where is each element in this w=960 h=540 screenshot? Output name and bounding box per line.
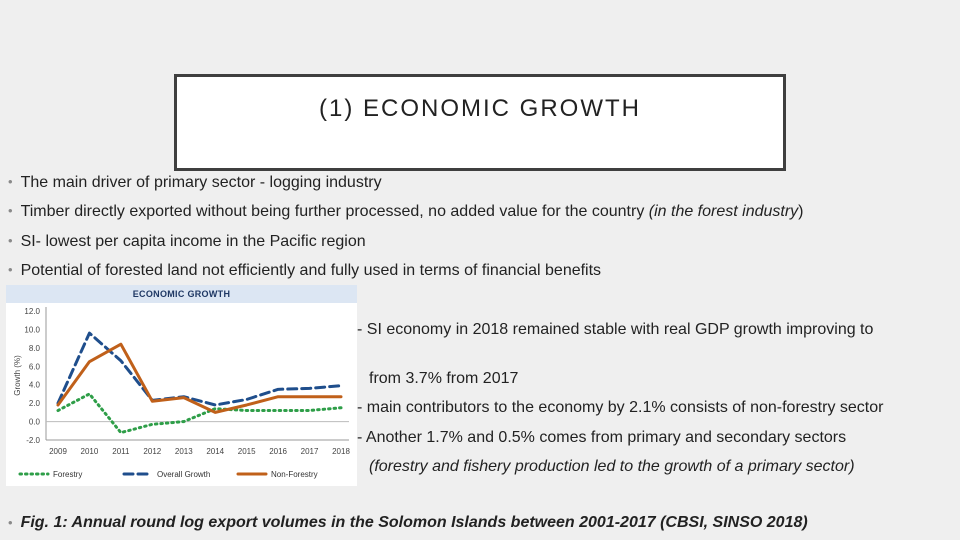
x-tick-label: 2016 — [269, 447, 287, 456]
legend-label: Overall Growth — [157, 470, 210, 479]
series-line-overall-growth — [56, 331, 343, 407]
slide-title: (1) ECONOMIC GROWTH — [319, 95, 641, 122]
y-tick-label: 12.0 — [24, 307, 40, 316]
bullet-dot-icon: • — [8, 174, 13, 189]
bullet-2-text: Timber directly exported without being f… — [20, 203, 645, 220]
bullet-3: • SI- lowest per capita income in the Pac… — [8, 233, 366, 251]
x-tick-label: 2012 — [143, 447, 161, 456]
x-tick-label: 2011 — [112, 447, 130, 456]
y-tick-label: 0.0 — [29, 418, 41, 427]
y-tick-label: -2.0 — [26, 436, 40, 445]
series-line-non-forestry — [56, 342, 343, 414]
bullet-2-italic: (in the forest industry — [648, 203, 799, 220]
right-line-2: from 3.7% from 2017 — [369, 370, 519, 387]
bullet-4: • Potential of forested land not efficien… — [8, 262, 601, 280]
x-tick-label: 2018 — [332, 447, 350, 456]
legend-label: Forestry — [53, 470, 82, 479]
title-box: (1) ECONOMIC GROWTH — [174, 74, 786, 171]
right-line-5: (forestry and fishery production led to … — [369, 458, 855, 475]
bullet-3-text: SI- lowest per capita income in the Paci… — [20, 233, 366, 250]
x-tick-label: 2015 — [238, 447, 256, 456]
bullet-2-close: ) — [798, 203, 804, 220]
caption-text: Fig. 1: Annual round log export volumes … — [20, 514, 808, 531]
series-line-forestry — [56, 392, 343, 435]
chart-svg: 12.0 10.0 8.0 6.0 4.0 2.0 0.0 -2.0 Growth (%) 200… — [13, 307, 350, 479]
right-line-1: - SI economy in 2018 remained stable wit… — [357, 321, 874, 338]
y-tick-label: 8.0 — [29, 344, 41, 353]
y-axis-label: Growth (%) — [13, 355, 22, 396]
bullet-dot-icon: • — [8, 515, 13, 530]
x-tick-label: 2009 — [49, 447, 67, 456]
economic-growth-chart: ECONOMIC GROWTH 12.0 10.0 8.0 6.0 4.0 2.0 0.0 -… — [6, 285, 357, 486]
y-tick-label: 4.0 — [29, 381, 41, 390]
bullet-1: • The main driver of primary sector - log… — [8, 174, 382, 192]
y-tick-label: 2.0 — [29, 399, 41, 408]
bullet-dot-icon: • — [8, 233, 13, 248]
figure-caption: • Fig. 1: Annual round log export volumes… — [8, 514, 808, 532]
x-tick-label: 2017 — [301, 447, 319, 456]
right-line-3: - main contributors to the economy by 2.… — [357, 399, 884, 416]
chart-title: ECONOMIC GROWTH — [6, 285, 357, 303]
bullet-dot-icon: • — [8, 262, 13, 277]
y-tick-label: 6.0 — [29, 362, 41, 371]
x-tick-label: 2014 — [206, 447, 224, 456]
bullet-4-text: Potential of forested land not efficient… — [20, 262, 602, 279]
bullet-1-text: The main driver of primary sector - logg… — [20, 174, 382, 191]
x-tick-label: 2010 — [81, 447, 99, 456]
right-line-4: - Another 1.7% and 0.5% comes from prima… — [357, 429, 847, 446]
bullet-2: • Timber directly exported without being … — [8, 203, 804, 221]
y-tick-label: 10.0 — [24, 325, 40, 334]
legend-label: Non-Forestry — [271, 470, 318, 479]
x-tick-label: 2013 — [175, 447, 193, 456]
bullet-dot-icon: • — [8, 203, 13, 218]
